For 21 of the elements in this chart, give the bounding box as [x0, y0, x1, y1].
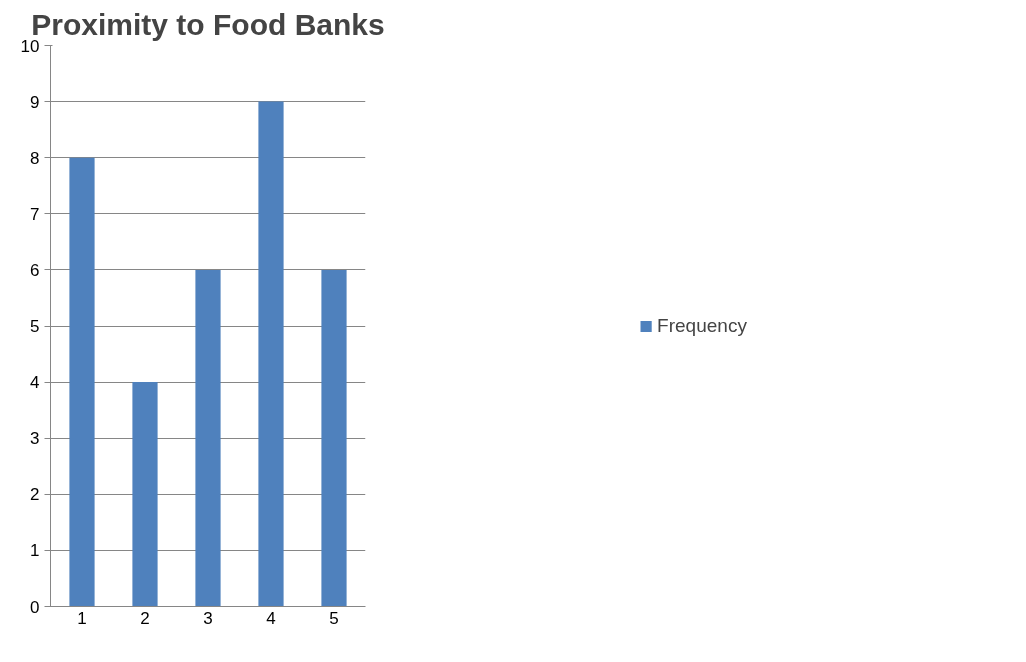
x-tick-label: 1	[77, 608, 87, 628]
x-tick-label: 3	[203, 608, 213, 628]
legend-label: Frequency	[657, 314, 747, 337]
y-tick-label: 4	[30, 373, 40, 393]
bar	[321, 269, 347, 607]
y-tick-label: 1	[30, 541, 40, 561]
y-tick-label: 5	[30, 317, 40, 336]
y-tick-label: 7	[30, 204, 40, 224]
bar	[69, 157, 95, 607]
y-tick-label: 3	[30, 429, 40, 449]
bar	[258, 101, 284, 607]
y-tick-label: 2	[30, 485, 40, 505]
x-tick-label: 4	[266, 608, 276, 628]
y-tick-label: 0	[30, 597, 40, 617]
bar	[195, 269, 221, 607]
x-tick-label: 2	[140, 608, 150, 628]
bar	[132, 382, 158, 607]
y-tick-label: 8	[30, 148, 40, 168]
x-tick-label: 5	[329, 608, 339, 628]
y-tick-label: 6	[30, 260, 40, 280]
y-tick-label: 9	[30, 92, 40, 112]
